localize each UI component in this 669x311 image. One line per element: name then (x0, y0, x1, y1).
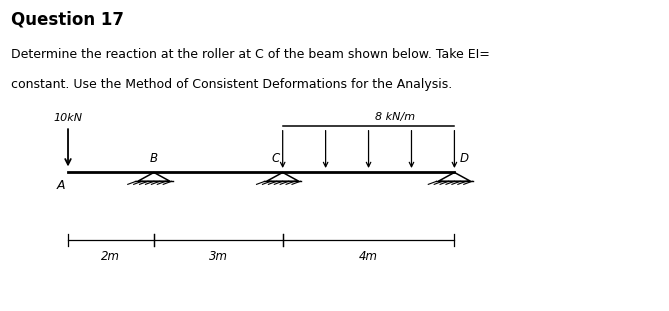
Text: 10kN: 10kN (54, 113, 82, 123)
Text: 8 kN/m: 8 kN/m (375, 112, 415, 122)
Text: 3m: 3m (209, 249, 227, 262)
Text: B: B (150, 152, 158, 165)
Text: A: A (56, 179, 65, 192)
Text: C: C (271, 152, 280, 165)
Text: Determine the reaction at the roller at C of the beam shown below. Take EI=: Determine the reaction at the roller at … (11, 48, 490, 61)
Text: 4m: 4m (359, 249, 378, 262)
Text: 2m: 2m (102, 249, 120, 262)
Text: constant. Use the Method of Consistent Deformations for the Analysis.: constant. Use the Method of Consistent D… (11, 78, 453, 91)
Text: Question 17: Question 17 (11, 11, 124, 29)
Text: D: D (460, 152, 469, 165)
